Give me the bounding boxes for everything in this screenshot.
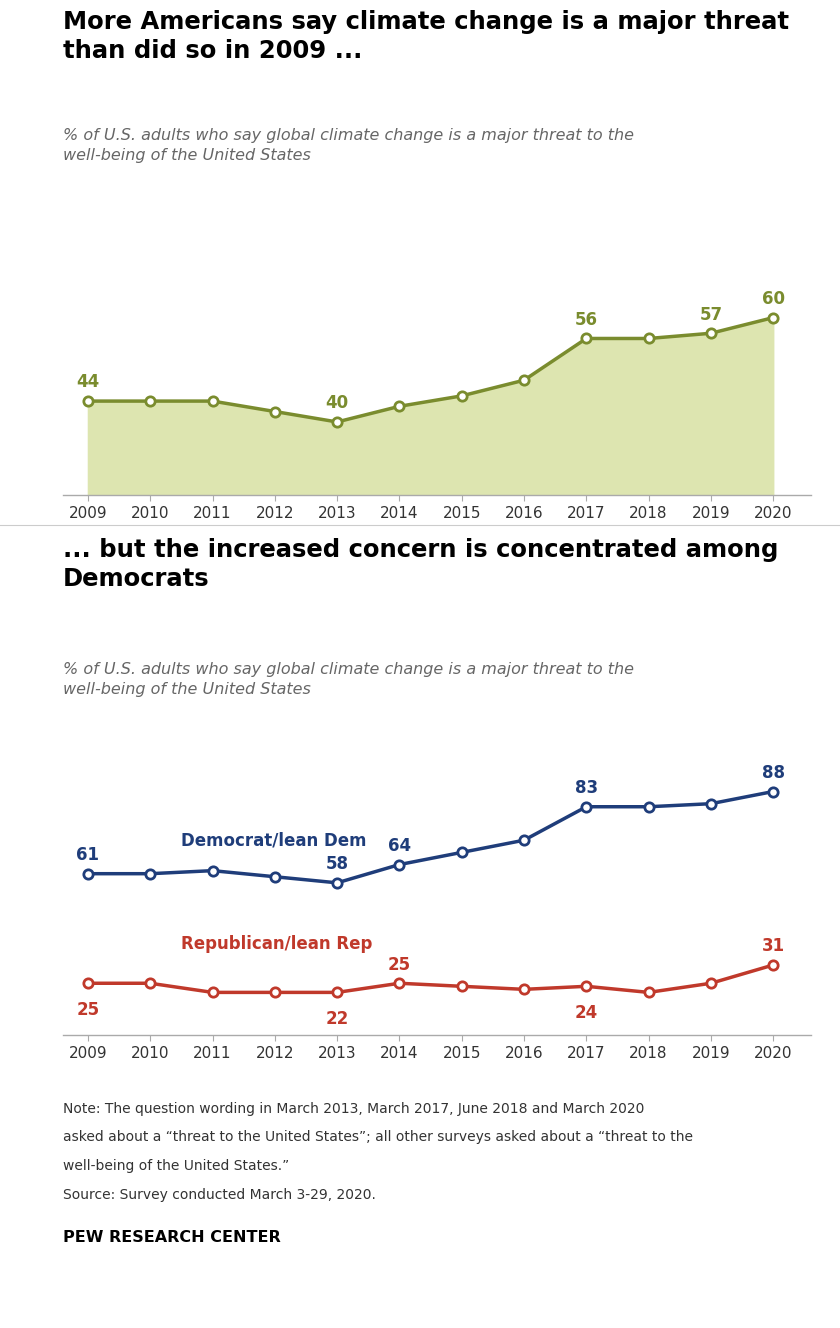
Point [268, 981, 281, 1003]
Text: Note: The question wording in March 2013, March 2017, June 2018 and March 2020: Note: The question wording in March 2013… [63, 1102, 644, 1116]
Point [767, 955, 780, 976]
Point [455, 976, 469, 997]
Text: 25: 25 [76, 1001, 99, 1020]
Point [81, 390, 95, 412]
Point [268, 401, 281, 422]
Point [704, 323, 717, 344]
Point [392, 854, 406, 875]
Text: asked about a “threat to the United States”; all other surveys asked about a “th: asked about a “threat to the United Stat… [63, 1130, 693, 1145]
Point [642, 795, 655, 817]
Text: ... but the increased concern is concentrated among
Democrats: ... but the increased concern is concent… [63, 538, 779, 591]
Point [580, 795, 593, 817]
Point [268, 866, 281, 887]
Text: 25: 25 [388, 956, 411, 973]
Text: 24: 24 [575, 1004, 598, 1023]
Point [767, 781, 780, 802]
Point [330, 872, 344, 894]
Text: Republican/lean Rep: Republican/lean Rep [181, 935, 373, 952]
Text: PEW RESEARCH CENTER: PEW RESEARCH CENTER [63, 1230, 281, 1246]
Point [767, 307, 780, 328]
Text: 61: 61 [76, 846, 99, 865]
Point [81, 863, 95, 884]
Text: 40: 40 [326, 394, 349, 412]
Point [704, 793, 717, 814]
Text: 57: 57 [700, 305, 722, 324]
Text: well-being of the United States.”: well-being of the United States.” [63, 1159, 289, 1173]
Point [517, 979, 531, 1000]
Text: % of U.S. adults who say global climate change is a major threat to the
well-bei: % of U.S. adults who say global climate … [63, 127, 634, 163]
Text: 44: 44 [76, 373, 100, 392]
Point [206, 861, 219, 882]
Text: 58: 58 [326, 855, 349, 872]
Point [206, 981, 219, 1003]
Text: 64: 64 [388, 837, 411, 855]
Point [144, 863, 157, 884]
Text: 22: 22 [325, 1011, 349, 1028]
Text: % of U.S. adults who say global climate change is a major threat to the
well-bei: % of U.S. adults who say global climate … [63, 661, 634, 697]
Text: 88: 88 [762, 764, 785, 782]
Text: Source: Survey conducted March 3-29, 2020.: Source: Survey conducted March 3-29, 202… [63, 1187, 375, 1202]
Point [330, 981, 344, 1003]
Point [330, 412, 344, 433]
Text: More Americans say climate change is a major threat
than did so in 2009 ...: More Americans say climate change is a m… [63, 11, 789, 62]
Text: Democrat/lean Dem: Democrat/lean Dem [181, 831, 367, 849]
Point [455, 385, 469, 406]
Text: 83: 83 [575, 780, 598, 797]
Point [642, 981, 655, 1003]
Point [206, 390, 219, 412]
Point [144, 972, 157, 993]
Point [455, 842, 469, 863]
Text: 56: 56 [575, 311, 598, 329]
Point [580, 976, 593, 997]
Text: 31: 31 [762, 938, 785, 955]
Point [704, 972, 717, 993]
Point [580, 328, 593, 349]
Point [517, 830, 531, 851]
Text: 60: 60 [762, 290, 785, 308]
Point [517, 369, 531, 390]
Point [144, 390, 157, 412]
Point [392, 972, 406, 993]
Point [81, 972, 95, 993]
Point [392, 396, 406, 417]
Point [642, 328, 655, 349]
